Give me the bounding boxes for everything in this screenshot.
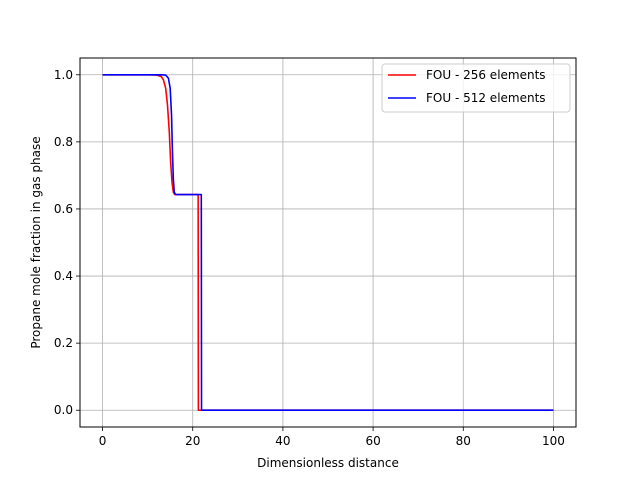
x-tick-label: 20: [185, 434, 200, 448]
x-tick-label: 40: [275, 434, 290, 448]
y-tick-label: 0.6: [54, 202, 73, 216]
series-lines: [102, 73, 554, 412]
y-tick-label: 0.8: [54, 135, 73, 149]
legend-label-512: FOU - 512 elements: [426, 91, 546, 105]
axis-ticks: 0 20 40 60 80 100 0.0 0.2 0.4 0.6 0.8 1.0: [54, 68, 565, 448]
legend: FOU - 256 elements FOU - 512 elements: [381, 63, 571, 113]
y-tick-label: 1.0: [54, 68, 73, 82]
legend-label-256: FOU - 256 elements: [426, 68, 546, 82]
x-axis-label: Dimensionless distance: [257, 456, 399, 470]
x-tick-label: 80: [456, 434, 471, 448]
y-tick-label: 0.4: [54, 269, 73, 283]
axes-frame: [79, 57, 577, 428]
y-tick-label: 0.0: [54, 403, 73, 417]
legend-box: [381, 63, 571, 113]
y-tick-label: 0.2: [54, 336, 73, 350]
x-tick-label: 0: [99, 434, 107, 448]
x-tick-label: 60: [365, 434, 380, 448]
x-tick-label: 100: [542, 434, 565, 448]
y-axis-label: Propane mole fraction in gas phase: [29, 136, 43, 348]
grid: [80, 58, 576, 427]
series-line-1: [102, 73, 554, 412]
